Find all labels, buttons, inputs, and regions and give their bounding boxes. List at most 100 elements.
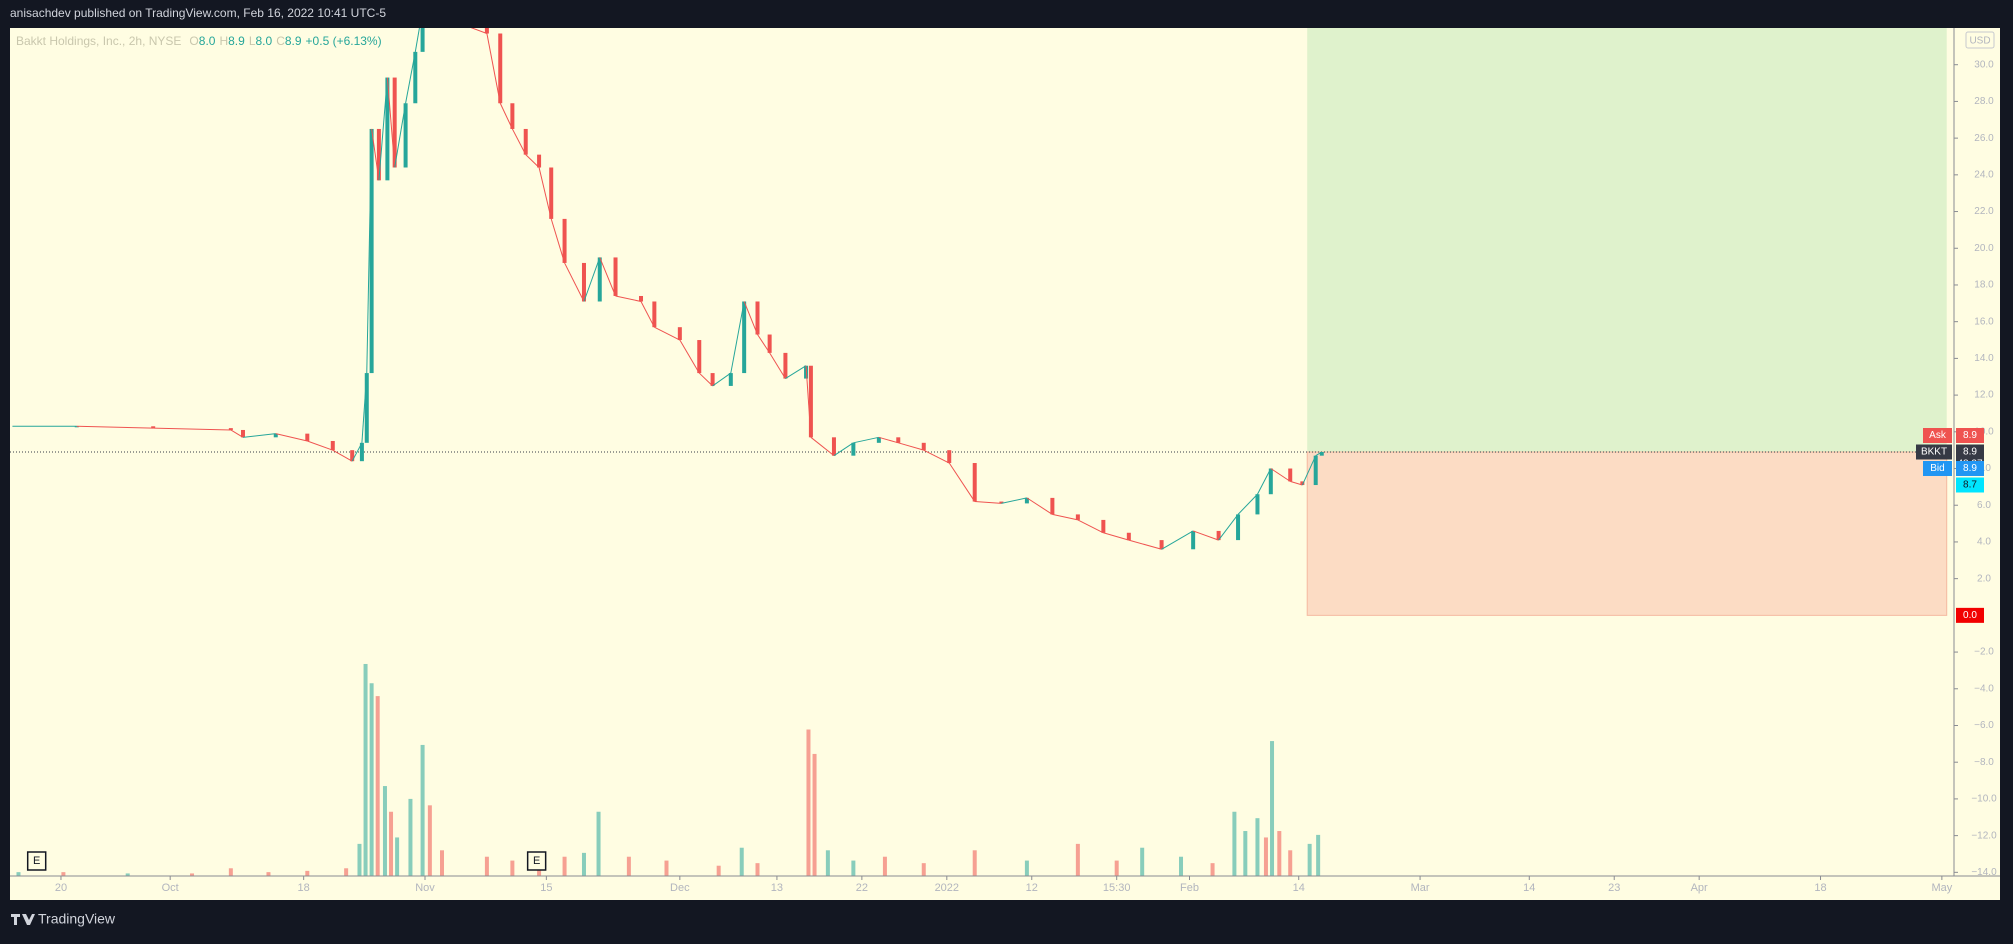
candle-wick [679, 339, 700, 374]
price-label-tag-box [1923, 428, 1952, 443]
candle-wick [564, 262, 585, 302]
header-text: anisachdev published on TradingView.com,… [10, 6, 386, 20]
candle [562, 218, 567, 263]
x-tick-label: 23 [1608, 882, 1620, 894]
candle [413, 51, 418, 104]
candle [1050, 497, 1055, 515]
price-label-tag: Bid [1930, 463, 1944, 474]
candle [273, 433, 278, 438]
price-label-tag-box [1923, 461, 1952, 476]
volume-bar [389, 811, 394, 876]
candle-wick [1103, 532, 1129, 541]
event-label: E [33, 855, 40, 867]
x-tick-label: 18 [1814, 882, 1826, 894]
volume-bar [1263, 837, 1268, 876]
y-tick-label: 6.0 [1977, 500, 1991, 511]
legend-tag: O [189, 34, 198, 48]
stop-label-box [1956, 607, 1984, 623]
candle [742, 301, 747, 374]
y-tick-label: 24.0 [1974, 169, 1994, 180]
x-tick-label: 14 [1523, 882, 1535, 894]
legend-open: 8.0 [199, 34, 216, 48]
volume-bar [825, 850, 830, 876]
candle [783, 352, 788, 379]
candle [755, 301, 760, 335]
y-tick-label: 20.0 [1974, 243, 1994, 254]
candle-wick [511, 128, 527, 155]
y-tick-label: 26.0 [1974, 133, 1994, 144]
legend-close: 8.9 [285, 34, 302, 48]
candle-wick [242, 433, 276, 438]
candle [1024, 497, 1029, 504]
candle-wick [712, 372, 732, 387]
volume-bar [440, 850, 444, 876]
candle-wick [1237, 493, 1258, 515]
y-tick-label: 12.0 [1974, 390, 1994, 401]
x-tick-label: 13 [771, 882, 783, 894]
volume-bar [596, 811, 601, 876]
candle [484, 28, 489, 34]
candle [1300, 481, 1305, 486]
candle [921, 442, 926, 451]
volume-bar [305, 870, 310, 876]
candle [420, 28, 425, 52]
x-tick-label: May [1931, 882, 1952, 894]
x-tick-label: 15 [540, 882, 552, 894]
candle-wick [153, 427, 231, 431]
candle [305, 433, 310, 441]
candle [697, 340, 702, 374]
legend-tag: H [219, 34, 228, 48]
candle [1319, 452, 1324, 456]
price-label-box [1956, 428, 1984, 443]
candle [376, 128, 381, 181]
candle-wick [853, 436, 879, 444]
y-tick-label: 2.0 [1977, 573, 1991, 584]
volume-bar [1277, 831, 1282, 876]
profit-zone [1307, 28, 1947, 453]
candle-wick [1128, 539, 1162, 550]
candle-wick [1257, 468, 1272, 495]
event-label: E [533, 855, 540, 867]
candle-wick [1290, 480, 1303, 486]
candle [1191, 530, 1196, 550]
volume-bar [125, 873, 130, 876]
candle [369, 128, 374, 374]
volume-bar [1114, 860, 1119, 876]
volume-bar [806, 729, 811, 876]
candle [1268, 468, 1273, 495]
candle-wick [414, 28, 420, 52]
candle [1216, 530, 1221, 541]
volume-bar [739, 847, 744, 876]
volume-bar [1232, 811, 1237, 876]
y-tick-label: 14.0 [1974, 353, 1994, 364]
candle-wick [1192, 530, 1219, 541]
event-marker [26, 851, 47, 871]
candle-wick [730, 301, 745, 374]
candle [392, 77, 397, 168]
legend-high: 8.9 [228, 34, 245, 48]
candle-wick [769, 352, 786, 379]
event-marker [526, 851, 547, 871]
y-tick-label: 18.0 [1974, 280, 1994, 291]
candle [1126, 532, 1131, 541]
candle [523, 128, 528, 155]
volume-bar [382, 786, 387, 876]
volume-bar [1140, 847, 1145, 876]
currency-box [1965, 31, 1995, 49]
candle-wick [654, 326, 681, 341]
candle-wick [1161, 530, 1194, 550]
candle-wick [640, 301, 655, 328]
x-tick-label: 15:30 [1103, 882, 1131, 894]
candle-wick [743, 301, 758, 335]
candle-wick [583, 257, 601, 302]
price-label-value: 8.9 [1963, 447, 1977, 458]
volume-bar [1307, 843, 1312, 876]
volume-bar [1270, 741, 1275, 876]
y-tick-label: 22.0 [1974, 206, 1994, 217]
y-tick-label: 4.0 [1977, 537, 1991, 548]
x-tick-label: Apr [1691, 882, 1708, 894]
volume-bar [357, 843, 362, 876]
volume-bar [427, 805, 432, 876]
volume-bar [812, 753, 817, 876]
